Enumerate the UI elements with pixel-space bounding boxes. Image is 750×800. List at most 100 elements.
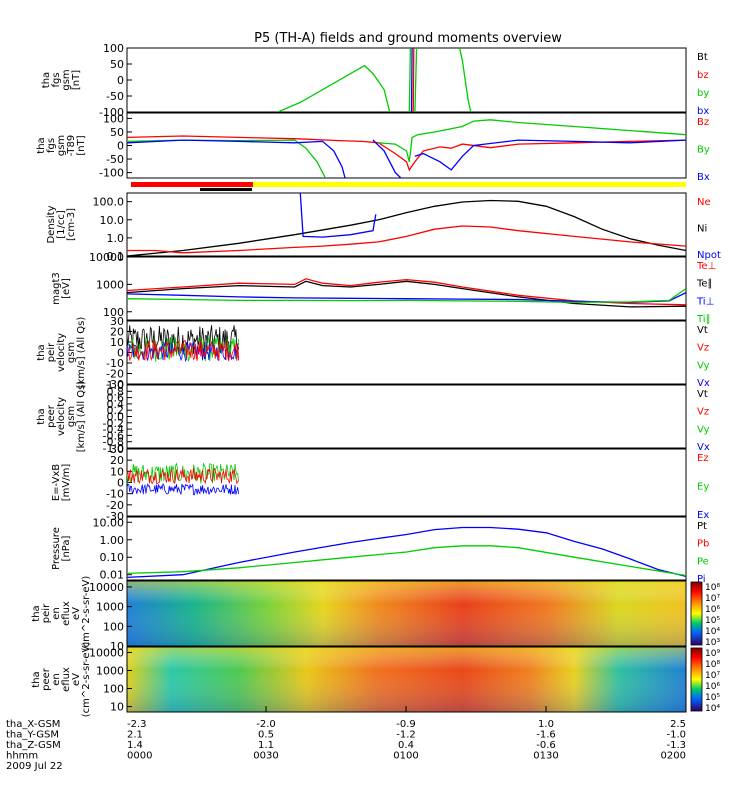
y-axis-label: peir (41, 603, 52, 623)
y-axis-label: [eV] (61, 278, 72, 299)
series-Ez (126, 467, 239, 485)
heatmap-overlay-peer-spectrogram (127, 647, 686, 712)
colorbar-peir-spectrogram (690, 581, 703, 646)
x-tick-label: 0030 (253, 751, 278, 762)
y-tick-label: 0.6 (107, 392, 125, 405)
x-tick-label: 0000 (127, 751, 152, 762)
colorbar-tick-label: 10⁴ (705, 704, 720, 714)
y-axis-label: -T89 (66, 135, 77, 157)
legend-entry: Vy (697, 360, 710, 371)
y-tick-label: -0.2 (103, 417, 124, 430)
panel-peer-spectrogram (126, 646, 703, 713)
y-tick-label: 10 (110, 336, 124, 349)
y-axis-label: eflux (61, 667, 72, 692)
legend-entry: bx (697, 106, 709, 117)
panel-frame (126, 580, 687, 647)
colorbar-tick-label: 10⁸ (705, 583, 720, 593)
panel-efield (126, 448, 687, 517)
y-tick-label: -100 (99, 106, 124, 119)
y-tick-label: 10000 (89, 251, 124, 264)
y-axis-label: tha (31, 671, 42, 687)
y-tick-label: 100 (103, 306, 124, 319)
y-tick-label: 100 (103, 620, 124, 633)
y-axis-label: (cm^2-s-sr-eV) (81, 576, 92, 652)
y-axis-label: magt3 (51, 272, 62, 305)
y-tick-label: -50 (106, 153, 124, 166)
series-Bx (127, 139, 346, 178)
y-axis-label: [km/s] (All Qs) (76, 381, 87, 453)
colorbar-tick-label: 10³ (705, 638, 720, 648)
y-axis-label: tha (36, 344, 47, 360)
y-tick-label: 100 (103, 112, 124, 125)
x-tick-label: -2.0 (256, 719, 276, 730)
y-axis-label: E=-VxB (51, 464, 62, 501)
y-tick-label: 0.4 (107, 398, 125, 411)
y-tick-label: 0.2 (107, 404, 125, 417)
y-tick-label: 0.0 (107, 411, 125, 424)
y-tick-label: -20 (106, 368, 124, 381)
y-axis-label: (cm^2-s-sr-eV) (81, 642, 92, 718)
series-Bz (127, 135, 686, 172)
y-tick-label: -20 (106, 499, 124, 512)
x-tick-label: -1.3 (666, 740, 686, 751)
y-axis-label: velocity (56, 397, 67, 436)
x-tick-label: 0.4 (398, 740, 414, 751)
y-tick-label: 1.00 (100, 534, 125, 547)
y-tick-label: -1.0 (103, 442, 124, 455)
y-tick-label: 0.10 (100, 551, 125, 564)
y-axis-label: [mV/m] (61, 464, 72, 502)
legend-entry: Bx (697, 172, 710, 183)
y-axis-label: gsm (56, 135, 67, 156)
series-by (458, 48, 472, 112)
y-axis-label: fgs (46, 138, 57, 153)
y-axis-label: en (51, 607, 62, 620)
y-axis-label: Density (46, 205, 57, 243)
legend-entry: Te⊥ (696, 261, 716, 272)
legend-entry: Vt (697, 389, 708, 400)
x-row-label: tha_Z-GSM (6, 740, 61, 751)
series-bx (410, 48, 413, 112)
y-axis-label: eV (71, 607, 82, 620)
legend-entry: Vz (697, 407, 709, 418)
x-tick-label: 2.5 (670, 719, 686, 730)
x-row-label: tha_Y-GSM (6, 730, 59, 741)
x-tick-label: 1.4 (127, 740, 143, 751)
y-tick-label: 10 (110, 701, 124, 714)
series-Npot (299, 193, 377, 238)
y-tick-label: 0 (117, 477, 124, 490)
colorbar-tick-label: 10⁷ (705, 671, 720, 681)
x-tick-label: 0130 (533, 751, 558, 762)
y-axis-label: en (51, 673, 62, 686)
x-tick-label: 2.1 (127, 730, 143, 741)
y-tick-label: 50 (110, 58, 124, 71)
colorbar-tick-label: 10⁷ (705, 594, 720, 604)
y-tick-label: 10.00 (93, 516, 125, 529)
series-Ex (126, 483, 239, 496)
y-axis-label: velocity (56, 333, 67, 372)
series-bz (412, 48, 415, 112)
y-tick-label: 30 (110, 315, 124, 328)
y-tick-label: 1000 (96, 664, 124, 677)
panel-pressure (126, 516, 687, 581)
y-axis-label: peer (46, 404, 57, 428)
y-axis-label: [nT] (71, 70, 82, 90)
y-tick-label: -50 (106, 90, 124, 103)
y-axis-label: eV (71, 673, 82, 686)
panel-frame (126, 112, 687, 179)
y-axis-label: Pressure (51, 527, 62, 570)
x-tick-label: -0.9 (396, 719, 416, 730)
series-By (127, 139, 326, 178)
orbit-bar-red (131, 182, 253, 187)
y-axis-label: tha (36, 137, 47, 153)
y-axis-label: fgs (51, 72, 62, 87)
colorbar-tick-label: 10⁵ (705, 616, 720, 626)
heatmap-overlay-peir-spectrogram (127, 581, 686, 646)
legend-entry: Ti∥ (696, 314, 711, 325)
series-by (408, 48, 412, 112)
panel-peir-spectrogram (126, 580, 703, 647)
y-axis-label: eflux (61, 601, 72, 626)
y-tick-label: 10000 (89, 581, 124, 594)
panel-frame (126, 448, 687, 517)
y-tick-label: 1.0 (107, 379, 125, 392)
